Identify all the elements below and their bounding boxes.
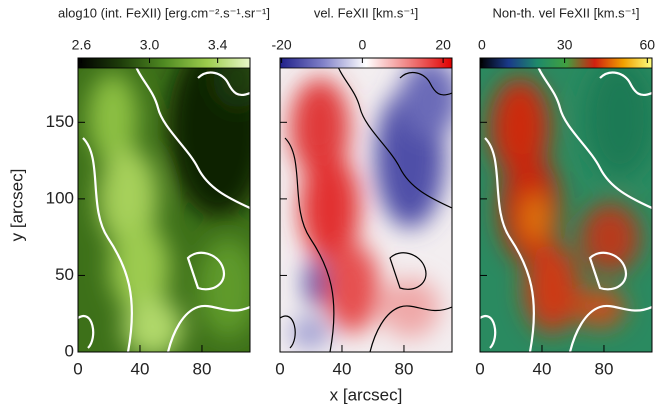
colorbar-tick-label: 20 <box>435 37 451 53</box>
colorbar-title: vel. FeXII [km.s⁻¹] <box>314 5 418 20</box>
y-tick-label: 150 <box>46 112 74 131</box>
contour <box>280 315 296 349</box>
map-blob <box>198 238 250 338</box>
x-tick-label: 40 <box>131 359 150 378</box>
colorbar-tick-label: 3.4 <box>208 37 228 53</box>
frame <box>479 57 653 353</box>
x-tick-label: 80 <box>595 359 614 378</box>
map-blob <box>110 223 170 313</box>
map-blob <box>524 243 580 333</box>
colorbar-tick-label: 0 <box>478 37 486 53</box>
map-blob <box>585 58 652 178</box>
colorbar-tick-label: -20 <box>271 37 291 53</box>
contour <box>399 71 452 96</box>
x-tick-label: 0 <box>475 359 484 378</box>
contours <box>280 58 452 352</box>
map <box>280 58 452 352</box>
colorbar-title: Non-th. vel FeXII [km.s⁻¹] <box>492 5 639 20</box>
map-blob <box>88 73 138 163</box>
contours <box>480 58 652 352</box>
colorbar <box>479 57 653 69</box>
map-blob <box>580 203 640 273</box>
frame <box>279 57 453 353</box>
contour <box>82 137 134 352</box>
contour <box>533 58 652 210</box>
map <box>78 58 250 352</box>
contour <box>78 314 95 349</box>
contour <box>131 58 250 210</box>
x-tick-label: 40 <box>333 359 352 378</box>
contour <box>186 251 226 291</box>
frame <box>77 57 251 353</box>
y-axis-label: y [arcsec] <box>7 169 26 242</box>
contour <box>284 137 335 352</box>
contour <box>480 314 497 349</box>
colorbar-tick-label: 3.0 <box>140 37 160 53</box>
map <box>480 58 652 352</box>
y-tick-label: 0 <box>65 341 74 360</box>
x-axis-label: x [arcsec] <box>330 385 403 404</box>
map-blob <box>123 298 183 352</box>
contour <box>389 252 427 290</box>
map-blob <box>300 153 360 263</box>
y-tick-label: 100 <box>46 188 74 207</box>
contour <box>334 58 452 209</box>
contour <box>484 137 536 352</box>
map-texture <box>490 58 652 333</box>
map-blob <box>98 148 158 248</box>
map-blob <box>490 78 550 178</box>
map-texture <box>88 58 250 352</box>
colorbar-title: alog10 (int. FeXII) [erg.cm⁻².s⁻¹.sr⁻¹] <box>58 5 270 20</box>
colorbar <box>77 57 251 69</box>
colorbar-tick-label: 30 <box>557 37 573 53</box>
map-blob <box>290 318 330 348</box>
map-blob <box>400 58 452 138</box>
x-tick-label: 0 <box>275 359 284 378</box>
x-tick-label: 80 <box>395 359 414 378</box>
map-blob <box>523 193 547 243</box>
colorbar-tick-label: 60 <box>640 37 656 53</box>
x-tick-label: 80 <box>193 359 212 378</box>
map-blob <box>290 78 350 178</box>
contour <box>166 304 250 352</box>
colorbar <box>279 57 453 69</box>
map-blob <box>305 258 325 308</box>
contour <box>197 71 250 97</box>
y-tick-label: 50 <box>55 265 74 284</box>
contour <box>369 305 452 352</box>
map-blob <box>380 278 440 338</box>
contour <box>588 251 628 291</box>
map-blob <box>324 243 380 333</box>
map-blob <box>213 58 250 108</box>
colorbar-tick-label: 2.6 <box>72 37 92 53</box>
contours <box>78 58 250 352</box>
x-tick-label: 40 <box>533 359 552 378</box>
contour <box>599 71 652 97</box>
map-texture <box>290 58 452 348</box>
x-tick-label: 0 <box>73 359 82 378</box>
contour <box>568 304 652 352</box>
colorbar-tick-label: 0 <box>358 37 366 53</box>
